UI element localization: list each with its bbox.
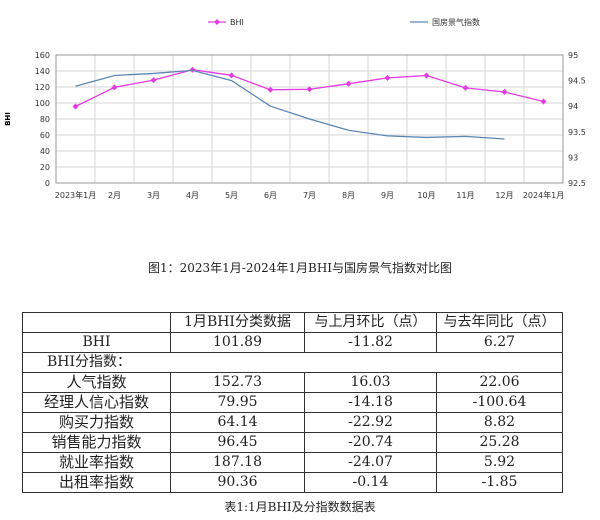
cell: 8.82	[436, 412, 563, 433]
y-tick-label: 20	[40, 163, 50, 172]
header-cell	[22, 312, 171, 333]
cell: 101.89	[170, 332, 305, 353]
data-point	[345, 80, 352, 87]
cell: 152.73	[170, 372, 305, 393]
y-axis-title: BHI	[4, 112, 12, 126]
data-point	[384, 74, 391, 81]
data-point	[111, 84, 118, 91]
cell: -24.07	[304, 452, 437, 473]
data-point	[267, 86, 274, 93]
legend-label: 国房景气指数	[432, 17, 480, 27]
x-tick-label: 12月	[495, 191, 513, 200]
data-point	[72, 103, 79, 110]
y-tick-label: 160	[35, 51, 50, 60]
cell: 64.14	[170, 412, 305, 433]
data-point	[462, 84, 469, 91]
cell: 96.45	[170, 432, 305, 453]
cell: 出租率指数	[22, 472, 171, 493]
cell: 6.27	[436, 332, 563, 353]
plot-frame	[55, 54, 564, 184]
cell: -11.82	[304, 332, 437, 353]
cell: 就业率指数	[22, 452, 171, 473]
data-point	[423, 72, 430, 79]
x-tick-label: 8月	[342, 191, 355, 200]
x-tick-label: 6月	[264, 191, 277, 200]
y-tick-label: 0	[45, 179, 50, 188]
chart-caption: 图1：2023年1月-2024年1月BHI与国房景气指数对比图	[147, 261, 453, 275]
cell: 90.36	[170, 472, 305, 493]
table-row: 销售能力指数 96.45 -20.74 25.28	[22, 432, 563, 453]
x-tick-label: 10月	[417, 191, 435, 200]
cell: BHI	[22, 332, 171, 353]
table-row: BHI 101.89 -11.82 6.27	[22, 332, 563, 353]
cell: 经理人信心指数	[22, 392, 171, 413]
y-tick-label: 140	[35, 67, 50, 76]
bhi-comparison-chart: 0 20 40 60 80 100 120 140 160 92.5 93 93.5 94 94.5 95 2…	[4, 17, 586, 200]
header-cell: 1月BHI分类数据	[170, 312, 305, 333]
x-tick-label: 3月	[147, 191, 160, 200]
table-header-row: 1月BHI分类数据 与上月环比（点） 与去年同比（点）	[22, 312, 563, 333]
bhi-data-table: 1月BHI分类数据 与上月环比（点） 与去年同比（点） BHI 101.89 -…	[22, 312, 563, 493]
legend-label: BHI	[230, 18, 244, 27]
cell: -20.74	[304, 432, 437, 453]
x-tick-label: 4月	[186, 191, 199, 200]
y2-tick-label: 95	[568, 51, 578, 60]
header-cell: 与上月环比（点）	[304, 312, 437, 333]
section-label: BHI分指数：	[22, 352, 563, 373]
header-cell: 与去年同比（点）	[436, 312, 563, 333]
cell: 人气指数	[22, 372, 171, 393]
cell: 5.92	[436, 452, 563, 473]
legend-marker	[214, 19, 220, 25]
y-tick-label: 40	[40, 147, 50, 156]
data-point	[150, 77, 157, 84]
x-tick-label: 9月	[381, 191, 394, 200]
table-row: 人气指数 152.73 16.03 22.06	[22, 372, 563, 393]
cell: 187.18	[170, 452, 305, 473]
data-point	[540, 98, 547, 105]
y2-tick-label: 94	[568, 102, 578, 111]
x-tick-label: 5月	[225, 191, 238, 200]
cell: 购买力指数	[22, 412, 171, 433]
x-tick-label: 7月	[303, 191, 316, 200]
y2-tick-label: 94.5	[568, 77, 586, 86]
cell: 销售能力指数	[22, 432, 171, 453]
cell: 16.03	[304, 372, 437, 393]
y2-tick-label: 92.5	[568, 179, 586, 188]
cell: -1.85	[436, 472, 563, 493]
y-tick-label: 80	[40, 115, 50, 124]
y-tick-label: 100	[35, 99, 50, 108]
y2-tick-label: 93	[568, 153, 578, 162]
table-row: 就业率指数 187.18 -24.07 5.92	[22, 452, 563, 473]
table-section-row: BHI分指数：	[22, 352, 563, 373]
data-point	[306, 86, 313, 93]
y2-tick-label: 93.5	[568, 128, 586, 137]
data-point	[228, 72, 235, 79]
x-tick-label: 11月	[456, 191, 474, 200]
cell: -0.14	[304, 472, 437, 493]
cell: 79.95	[170, 392, 305, 413]
x-tick-label: 2月	[108, 191, 121, 200]
table-row: 经理人信心指数 79.95 -14.18 -100.64	[22, 392, 563, 413]
table-row: 出租率指数 90.36 -0.14 -1.85	[22, 472, 563, 493]
data-point	[501, 89, 508, 96]
series-line-guofang	[75, 69, 505, 140]
cell: -100.64	[436, 392, 563, 413]
table-row: 购买力指数 64.14 -22.92 8.82	[22, 412, 563, 433]
cell: -22.92	[304, 412, 437, 433]
x-tick-label: 2024年1月	[523, 190, 564, 200]
table-caption: 表1:1月BHI及分指数数据表	[224, 500, 376, 514]
cell: -14.18	[304, 392, 437, 413]
cell: 25.28	[436, 432, 563, 453]
y-tick-label: 60	[40, 131, 50, 140]
y-tick-label: 120	[35, 83, 50, 92]
cell: 22.06	[436, 372, 563, 393]
x-tick-label: 2023年1月	[55, 190, 96, 200]
